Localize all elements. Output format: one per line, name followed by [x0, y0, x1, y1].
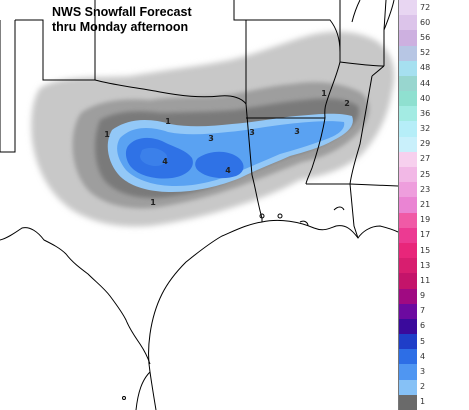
snow-4inch-area: [125, 137, 244, 179]
legend-swatch: [399, 75, 417, 92]
legend-label: 29: [420, 139, 431, 149]
legend-label: 40: [420, 93, 431, 103]
legend-label: 27: [420, 154, 431, 164]
legend-label: 17: [420, 230, 431, 240]
legend-label: 5: [420, 336, 426, 346]
legend-swatch: [399, 15, 417, 31]
legend-label: 15: [420, 245, 431, 255]
legend-swatch: [399, 106, 417, 122]
contour-label: 3: [208, 134, 214, 143]
legend-label: 32: [420, 124, 431, 134]
snowfall-color-legend: 72 60 56 52 48 44 40 36 32 29 27 25 23 21 19 17 15 13 11 9 7…: [398, 0, 469, 410]
legend-swatch: [399, 349, 417, 365]
legend-label: 13: [420, 260, 431, 270]
legend-label: 4: [420, 351, 426, 361]
legend-label: 23: [420, 184, 431, 194]
legend-swatch: [399, 303, 417, 320]
legend-swatch: [399, 242, 417, 259]
legend-swatch: [399, 379, 417, 396]
contour-label: 3: [294, 127, 300, 136]
contour-label: 1: [321, 89, 327, 98]
legend-label: 2: [420, 382, 426, 392]
legend-label: 19: [420, 215, 431, 225]
legend-label: 44: [420, 78, 431, 88]
legend-swatch: [399, 30, 417, 47]
contour-labels: 1 1 1 4 4 3 3 3 2 1: [104, 89, 350, 207]
legend-label: 9: [420, 291, 426, 301]
legend-swatch: [399, 121, 417, 138]
contour-label: 1: [165, 117, 171, 126]
legend-color-bar: [398, 0, 417, 410]
map-title: NWS Snowfall Forecast thru Monday aftern…: [52, 5, 192, 35]
legend-swatch: [399, 182, 417, 198]
state-borders: [0, 0, 399, 410]
legend-swatch: [399, 394, 417, 410]
legend-swatch: [399, 288, 417, 305]
contour-label: 4: [162, 157, 168, 166]
legend-label: 72: [420, 2, 431, 12]
legend-swatch: [399, 212, 417, 229]
legend-label: 48: [420, 63, 431, 73]
legend-label: 60: [420, 17, 431, 27]
legend-swatch: [399, 197, 417, 214]
legend-label: 7: [420, 306, 426, 316]
title-line-2: thru Monday afternoon: [52, 20, 189, 34]
legend-swatch: [399, 227, 417, 244]
legend-swatch: [399, 0, 417, 16]
legend-label: 56: [420, 32, 431, 42]
legend-swatch: [399, 91, 417, 107]
legend-label: 1: [420, 397, 426, 407]
contour-label: 1: [150, 198, 156, 207]
legend-label: 11: [420, 275, 431, 285]
legend-label: 36: [420, 108, 431, 118]
legend-label: 3: [420, 367, 426, 377]
legend-swatch: [399, 151, 417, 168]
contour-label: 2: [344, 99, 350, 108]
legend-swatch: [399, 60, 417, 77]
legend-swatch: [399, 136, 417, 153]
legend-swatch: [399, 167, 417, 183]
contour-label: 4: [225, 166, 231, 175]
legend-label: 21: [420, 200, 431, 209]
contour-label: 1: [104, 130, 110, 139]
title-line-1: NWS Snowfall Forecast: [52, 5, 192, 19]
legend-swatch: [399, 334, 417, 350]
legend-swatch: [399, 318, 417, 335]
legend-swatch: [399, 258, 417, 274]
legend-label: 52: [420, 48, 431, 58]
legend-swatch: [399, 45, 417, 62]
contour-label: 3: [249, 128, 255, 137]
legend-label: 25: [420, 169, 431, 179]
legend-swatch: [399, 273, 417, 289]
legend-swatch: [399, 364, 417, 381]
legend-label: 6: [420, 321, 426, 331]
